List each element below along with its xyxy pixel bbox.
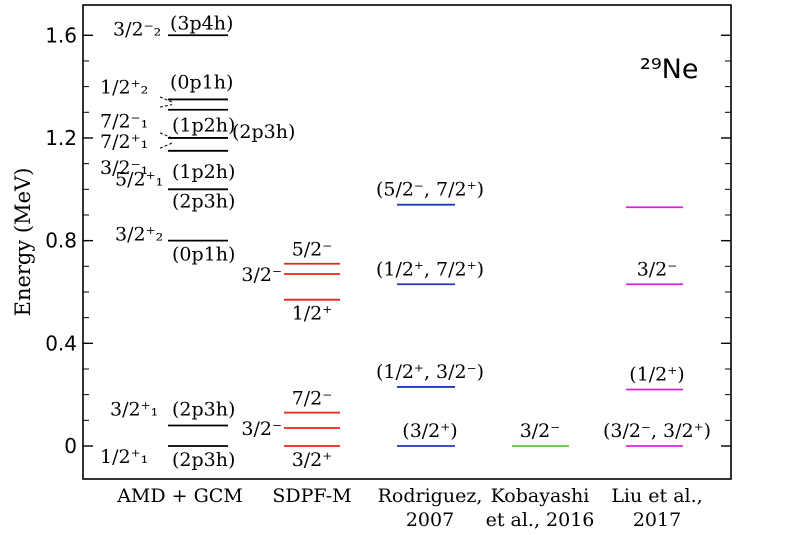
- column-label: et al., 2016: [486, 509, 595, 531]
- label-connector: [159, 142, 173, 149]
- level-spin-parity: (5/2⁻, 7/2⁺): [376, 179, 484, 201]
- level-spin-parity: 3/2⁻: [520, 420, 561, 442]
- level-spin-parity: 3/2⁻: [637, 258, 678, 280]
- level-spin-parity: 3/2⁺₂: [115, 224, 163, 246]
- level-configuration: (1p2h): [172, 161, 235, 183]
- column-label: 2007: [406, 509, 454, 531]
- column-label: Liu et al.,: [611, 485, 702, 507]
- level-spin-parity: 3/2⁻: [241, 264, 282, 286]
- y-tick-label: 0.8: [45, 229, 77, 253]
- level-spin-parity: 3/2⁻₂: [113, 18, 161, 40]
- level-configuration: (2p3h): [172, 190, 235, 212]
- level-spin-parity: 1/2⁺₂: [100, 76, 148, 98]
- y-axis-label: Energy (MeV): [11, 168, 35, 317]
- level-configuration: (1p2h): [172, 115, 235, 137]
- column-label: Rodriguez,: [378, 485, 483, 507]
- level-spin-parity: (3/2⁺): [402, 420, 457, 442]
- level-spin-parity: 3/2⁻₁: [100, 157, 148, 179]
- label-connector: [159, 132, 173, 139]
- level-spin-parity: (3/2⁻, 3/2⁺): [603, 420, 711, 442]
- plot-frame: [82, 4, 732, 480]
- level-spin-parity: (1/2⁺, 7/2⁺): [376, 258, 484, 280]
- level-spin-parity: 7/2⁻₁: [100, 111, 148, 133]
- y-axis: 0 0.4 0.8 1.2 1.6: [45, 23, 731, 458]
- level-spin-parity: 3/2⁺: [292, 449, 333, 471]
- column-label: SDPF-M: [272, 485, 351, 507]
- column-label: AMD + GCM: [116, 485, 243, 507]
- level-spin-parity: 1/2⁺: [292, 303, 333, 325]
- level-spin-parity: (1/2⁺): [629, 364, 684, 386]
- level-spin-parity: 3/2⁻: [241, 418, 282, 440]
- level-configuration: (0p1h): [170, 71, 233, 93]
- column-label: Kobayashi: [491, 485, 590, 507]
- level-spin-parity: 7/2⁺₁: [100, 131, 148, 153]
- label-connector: [159, 96, 173, 103]
- level-spin-parity: 5/2⁺₁: [115, 168, 163, 190]
- level-configuration: (0p1h): [172, 244, 235, 266]
- level-spin-parity: 5/2⁻: [292, 239, 333, 261]
- level-labels-layer: 1/2⁺₁ (2p3h) 3/2⁺₁ (2p3h) 3/2⁺₂ (0p1h) 5/2⁺₁ (2…: [100, 12, 711, 471]
- y-tick-label: 1.6: [45, 23, 77, 47]
- x-axis-labels: AMD + GCM SDPF-M Rodriguez,2007 Kobayashiet…: [116, 485, 702, 531]
- level-configuration: (2p3h): [232, 121, 295, 143]
- levels-layer: [168, 34, 683, 447]
- y-tick-label: 1.2: [45, 126, 77, 150]
- y-tick-label: 0: [64, 434, 77, 458]
- level-configuration: (2p3h): [172, 449, 235, 471]
- column-label: 2017: [633, 509, 681, 531]
- label-connector: [159, 104, 173, 108]
- chart-title: ²⁹Ne: [640, 54, 698, 85]
- level-spin-parity: 3/2⁺₁: [110, 398, 158, 420]
- level-spin-parity: 1/2⁺₁: [100, 446, 148, 468]
- level-configuration: (2p3h): [172, 398, 235, 420]
- level-spin-parity: (1/2⁺, 3/2⁻): [376, 361, 484, 383]
- y-tick-label: 0.4: [45, 331, 77, 355]
- level-spin-parity: 7/2⁻: [292, 388, 333, 410]
- level-configuration: (3p4h): [170, 12, 233, 34]
